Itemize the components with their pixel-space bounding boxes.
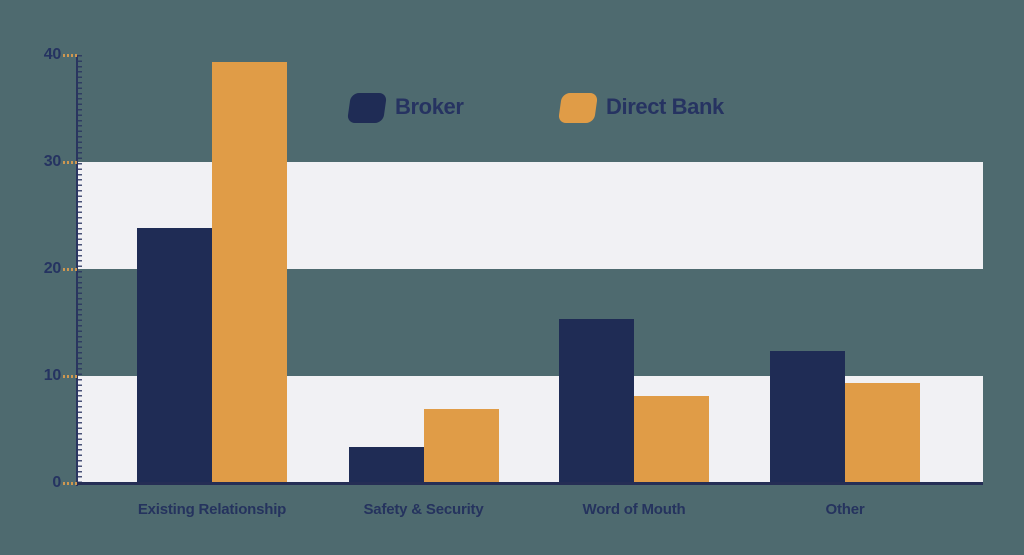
bar-broker-word-of-mouth — [559, 319, 634, 483]
x-category-label-existing-relationship: Existing Relationship — [137, 501, 287, 518]
bar-direct-bank-other — [845, 383, 920, 483]
y-axis-minor-ticks — [78, 55, 82, 483]
bar-broker-safety-security — [348, 446, 424, 483]
y-tick-mark-40 — [63, 54, 77, 57]
y-tick-mark-0 — [63, 482, 77, 485]
legend-swatch-broker — [346, 93, 388, 123]
bar-direct-bank-safety-security — [423, 409, 499, 483]
y-axis-line — [76, 55, 78, 486]
y-tick-label-10: 10 — [43, 367, 62, 384]
y-tick-label-20: 20 — [43, 260, 62, 277]
y-tick-label-30: 30 — [43, 153, 62, 170]
legend-label-broker: Broker — [395, 94, 464, 119]
x-axis-baseline — [77, 482, 983, 485]
bar-direct-bank-word-of-mouth — [634, 396, 709, 483]
legend-label-direct-bank: Direct Bank — [606, 94, 724, 119]
bar-broker-other — [770, 351, 845, 483]
y-tick-mark-30 — [63, 161, 77, 164]
x-category-label-other: Other — [825, 501, 865, 518]
y-tick-label-0: 0 — [52, 474, 61, 491]
x-category-label-word-of-mouth: Word of Mouth — [582, 501, 686, 518]
x-category-label-safety-security: Safety & Security — [363, 501, 484, 518]
y-tick-label-40: 40 — [43, 46, 62, 63]
y-tick-mark-20 — [63, 268, 77, 271]
bar-direct-bank-existing-relationship — [212, 62, 287, 483]
legend-swatch-direct-bank — [557, 93, 599, 123]
y-tick-mark-10 — [63, 375, 77, 378]
bar-broker-existing-relationship — [137, 228, 212, 483]
